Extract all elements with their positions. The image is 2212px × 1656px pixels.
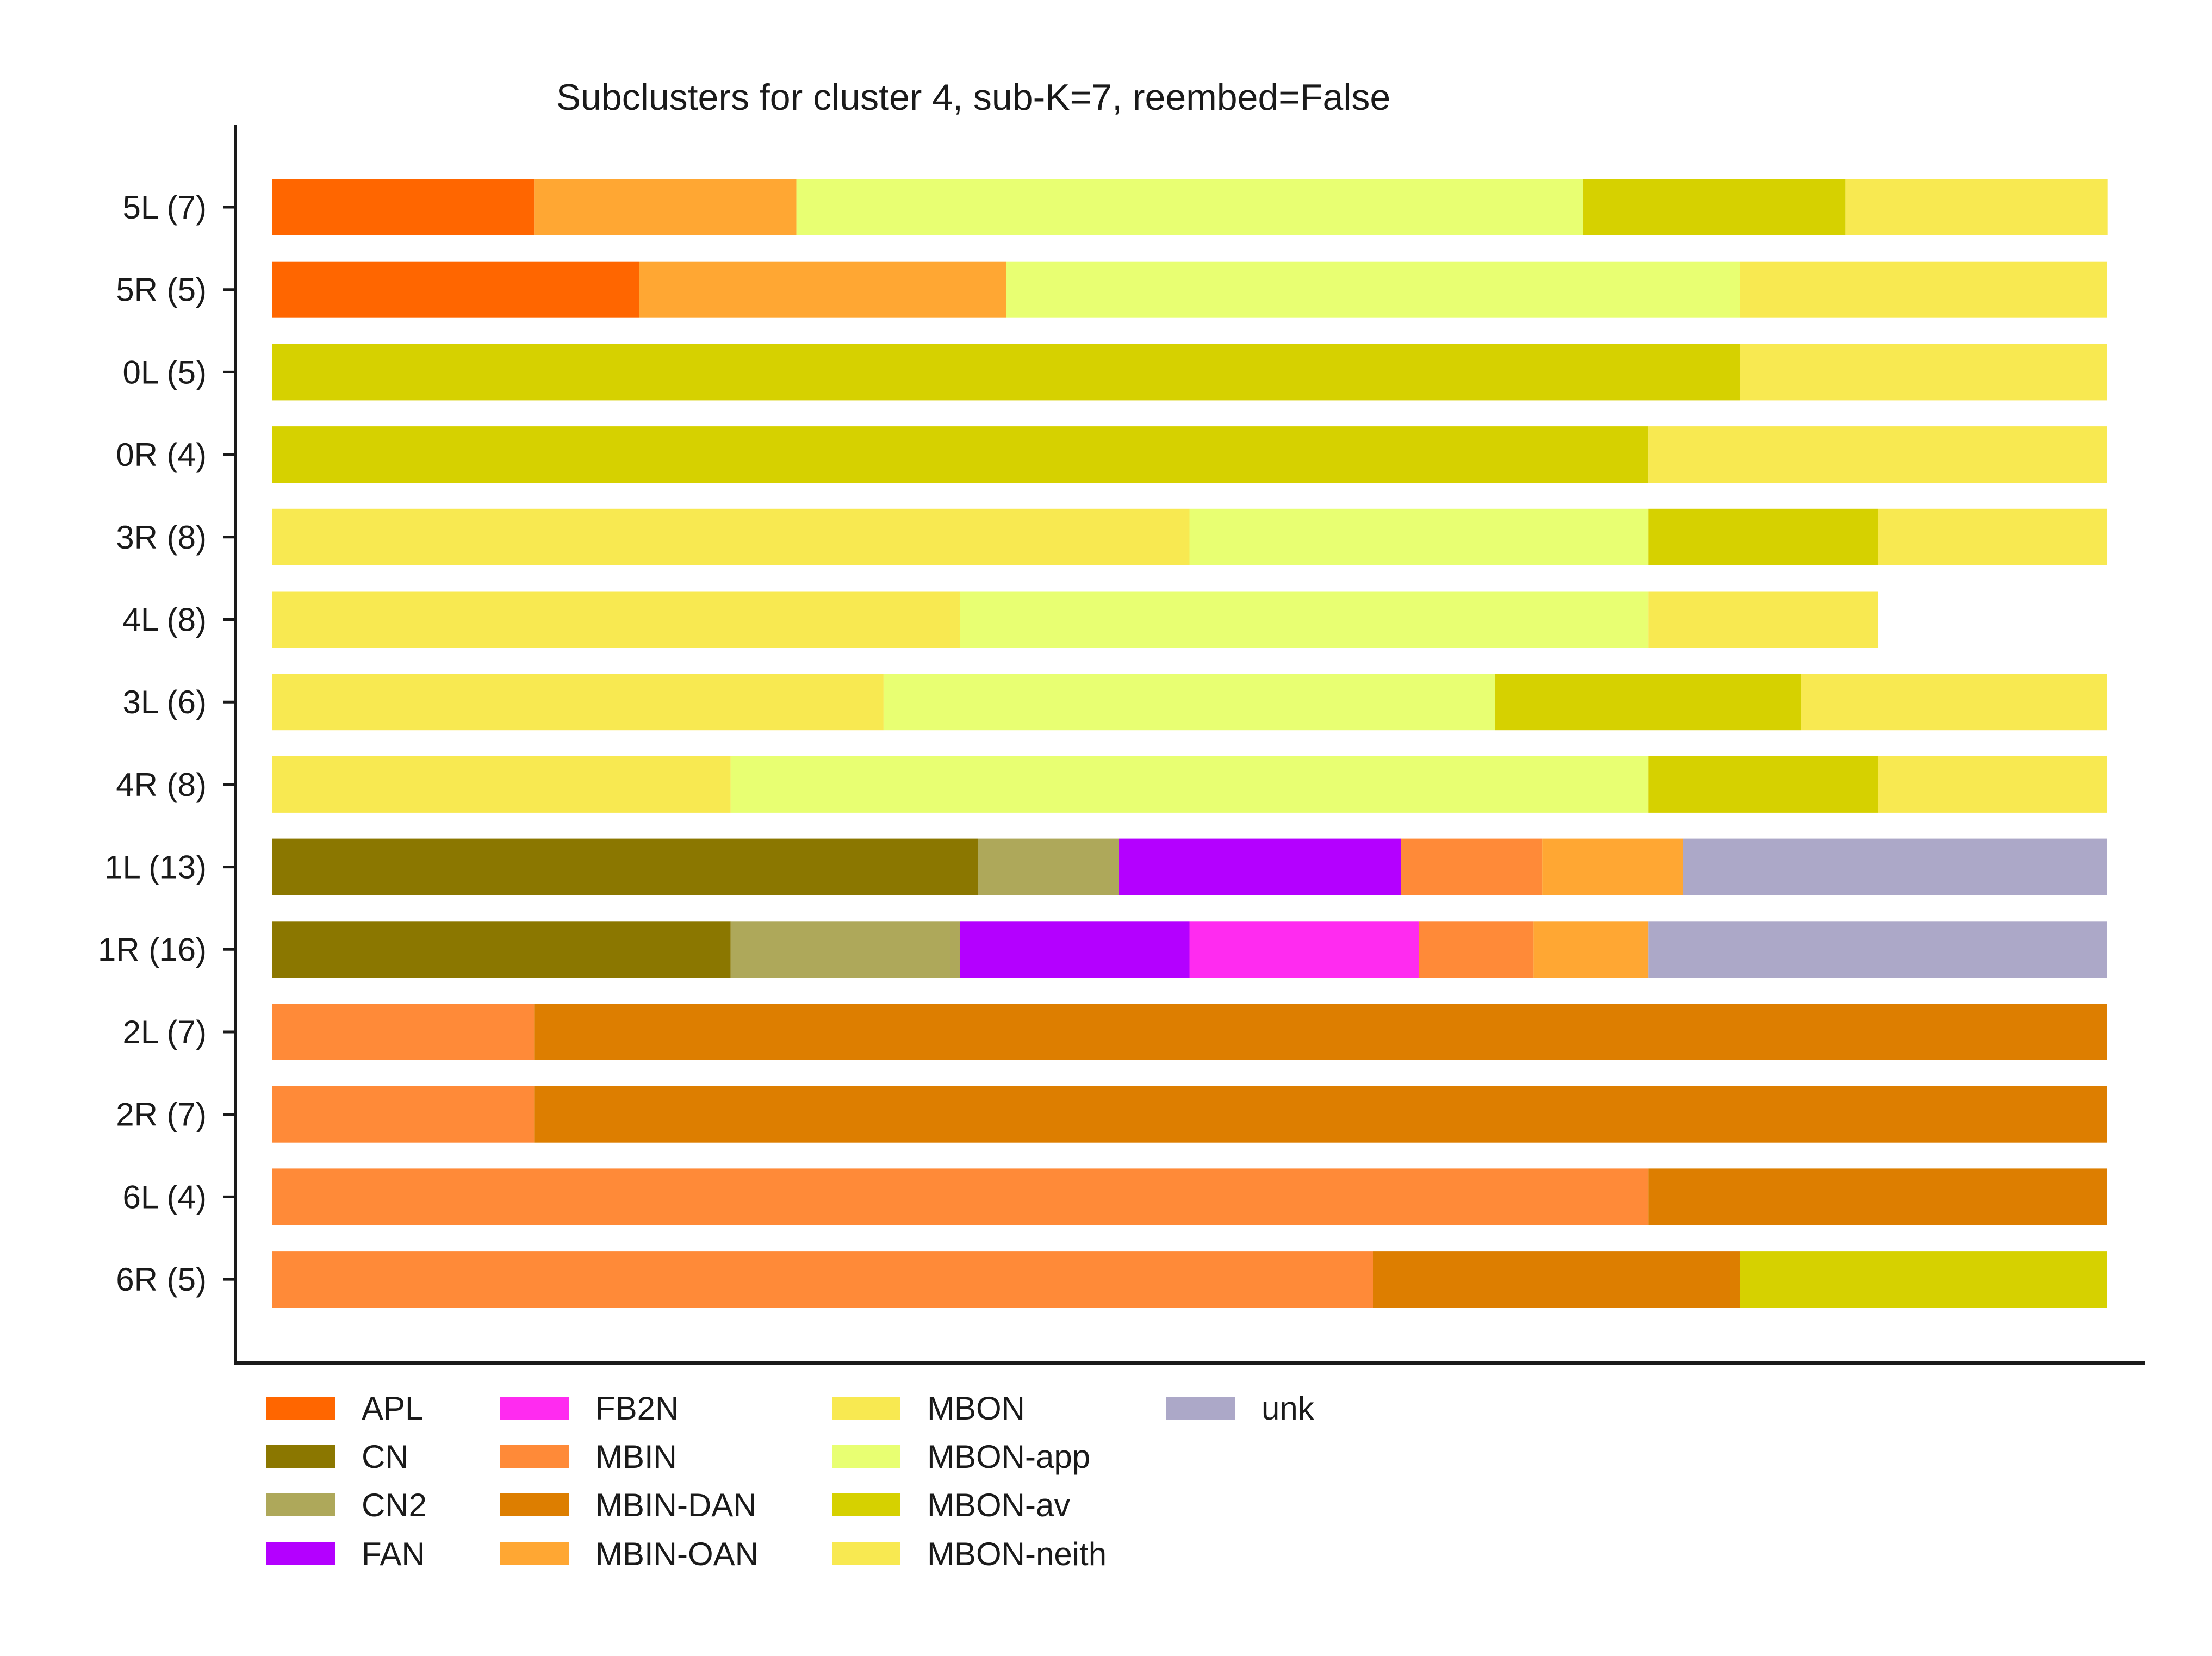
legend-label-cn2: CN2: [362, 1487, 427, 1523]
bar-segment-5r-5-mbin-oan: [639, 261, 1006, 318]
legend-label-mbon-av: MBON-av: [927, 1487, 1070, 1523]
y-tick-label: 1L (13): [104, 849, 207, 886]
y-tick-label: 5R (5): [116, 272, 207, 308]
bar-segment-4l-8-mbon-neith: [1648, 591, 1878, 648]
legend-label-fan: FAN: [362, 1536, 425, 1572]
bar-segment-2r-7-mbin-dan: [534, 1086, 2107, 1143]
bar-segment-5l-7-mbon-app: [796, 179, 1583, 235]
legend-swatch-mbon-av: [832, 1493, 900, 1516]
legend-label-cn: CN: [362, 1439, 409, 1475]
bar-segment-3l-6-mbon-av: [1495, 674, 1801, 731]
bar-segment-1r-16-fb2n: [1189, 921, 1419, 978]
y-tick-label: 0L (5): [122, 354, 207, 390]
y-tick-label: 2L (7): [122, 1014, 207, 1050]
bar-segment-4r-8-mbon: [272, 756, 731, 813]
bar-segment-3l-6-mbon-neith: [1801, 674, 2107, 731]
bar-segment-6l-4-mbin: [272, 1168, 1649, 1225]
bar-segment-1r-16-cn: [272, 921, 731, 978]
bar-segment-3l-6-mbon: [272, 674, 884, 731]
legend-swatch-fb2n: [500, 1397, 569, 1420]
bar-segment-1l-13-cn2: [978, 838, 1119, 895]
bar-segment-0r-4-mbon-neith: [1648, 426, 2107, 483]
legend-swatch-mbin-dan: [500, 1493, 569, 1516]
bar-segment-5l-7-apl: [272, 179, 535, 235]
bar-segment-0r-4-mbon-av: [272, 426, 1649, 483]
bar-segment-4l-8-mbon: [272, 591, 960, 648]
bar-segment-4r-8-mbon-neith: [1878, 756, 2108, 813]
y-tick-label: 4R (8): [116, 767, 207, 803]
legend-label-mbin-oan: MBIN-OAN: [595, 1536, 759, 1572]
legend-label-mbin: MBIN: [595, 1439, 677, 1475]
bar-segment-5l-7-mbon-av: [1583, 179, 1846, 235]
y-tick-label: 4L (8): [122, 602, 207, 638]
y-tick-label: 1R (16): [98, 931, 207, 968]
bar-segment-6r-5-mbin: [272, 1251, 1373, 1308]
bar-segment-6l-4-mbin-dan: [1648, 1168, 2107, 1225]
bar-segment-3r-8-mbon: [272, 508, 1190, 565]
legend-swatch-cn: [266, 1445, 335, 1468]
legend-label-apl: APL: [362, 1390, 423, 1427]
legend-swatch-mbin-oan: [500, 1542, 569, 1565]
legend-swatch-unk: [1166, 1397, 1235, 1420]
y-tick-label: 3R (8): [116, 519, 207, 556]
bar-segment-6r-5-mbon-av: [1740, 1251, 2107, 1308]
bar-segment-3l-6-mbon-app: [883, 674, 1495, 731]
bar-segment-1r-16-cn2: [730, 921, 960, 978]
legend-label-unk: unk: [1262, 1390, 1315, 1427]
legend-label-mbon: MBON: [927, 1390, 1025, 1427]
bar-segment-1r-16-unk: [1648, 921, 2107, 978]
legend-swatch-cn2: [266, 1493, 335, 1516]
bar-segment-1r-16-fan: [960, 921, 1190, 978]
bar-segment-2r-7-mbin: [272, 1086, 535, 1143]
legend-label-fb2n: FB2N: [595, 1390, 679, 1427]
bar-segment-4r-8-mbon-app: [730, 756, 1649, 813]
legend-swatch-mbon-app: [832, 1445, 900, 1468]
bars-group: [272, 179, 2108, 1308]
bar-segment-1l-13-fan: [1119, 838, 1401, 895]
legend-swatch-mbon-neith: [832, 1542, 900, 1565]
y-tick-label: 6R (5): [116, 1261, 207, 1298]
bar-segment-1r-16-mbin: [1419, 921, 1534, 978]
legend-swatch-apl: [266, 1397, 335, 1420]
y-tick-label: 6L (4): [122, 1179, 207, 1215]
y-axis-ticks: 5L (7) 5R (5) 0L (5) 0R (4) 3R (8) 4L (8) 3L (…: [98, 189, 235, 1298]
y-tick-label: 5L (7): [122, 189, 207, 226]
bar-segment-1l-13-mbin-oan: [1542, 838, 1683, 895]
bar-segment-5l-7-mbon-neith: [1845, 179, 2108, 235]
bar-segment-1l-13-mbin: [1401, 838, 1543, 895]
legend-swatch-fan: [266, 1542, 335, 1565]
y-tick-label: 0R (4): [116, 437, 207, 473]
legend-label-mbon-app: MBON-app: [927, 1439, 1090, 1475]
bar-segment-3r-8-mbon-app: [1189, 508, 1649, 565]
bar-segment-3r-8-mbon-av: [1648, 508, 1878, 565]
bar-segment-5l-7-mbin-oan: [534, 179, 797, 235]
bar-segment-1l-13-cn: [272, 838, 978, 895]
bar-segment-3r-8-mbon-neith: [1878, 508, 2108, 565]
bar-segment-4r-8-mbon-av: [1648, 756, 1878, 813]
bar-segment-6r-5-mbin-dan: [1373, 1251, 1740, 1308]
y-tick-label: 2R (7): [116, 1097, 207, 1133]
chart-title: Subclusters for cluster 4, sub-K=7, reem…: [556, 77, 1391, 118]
legend-label-mbon-neith: MBON-neith: [927, 1536, 1107, 1572]
y-tick-label: 3L (6): [122, 684, 207, 720]
legend-label-mbin-dan: MBIN-DAN: [595, 1487, 757, 1523]
legend-swatch-mbin: [500, 1445, 569, 1468]
bar-segment-0l-5-mbon-neith: [1740, 344, 2107, 401]
bar-segment-2l-7-mbin-dan: [534, 1004, 2107, 1060]
bar-segment-1l-13-unk: [1683, 838, 2107, 895]
bar-segment-0l-5-mbon-av: [272, 344, 1740, 401]
bar-segment-5r-5-apl: [272, 261, 639, 318]
bar-segment-5r-5-mbon-neith: [1740, 261, 2107, 318]
legend: APL CN CN2 FAN FB2N MBIN MBIN-DAN MBIN-OAN MBON M…: [266, 1390, 1315, 1572]
legend-swatch-mbon: [832, 1397, 900, 1420]
bar-segment-4l-8-mbon-app: [960, 591, 1649, 648]
bar-segment-5r-5-mbon-app: [1006, 261, 1740, 318]
bar-segment-2l-7-mbin: [272, 1004, 535, 1060]
bar-segment-1r-16-mbin-oan: [1533, 921, 1649, 978]
